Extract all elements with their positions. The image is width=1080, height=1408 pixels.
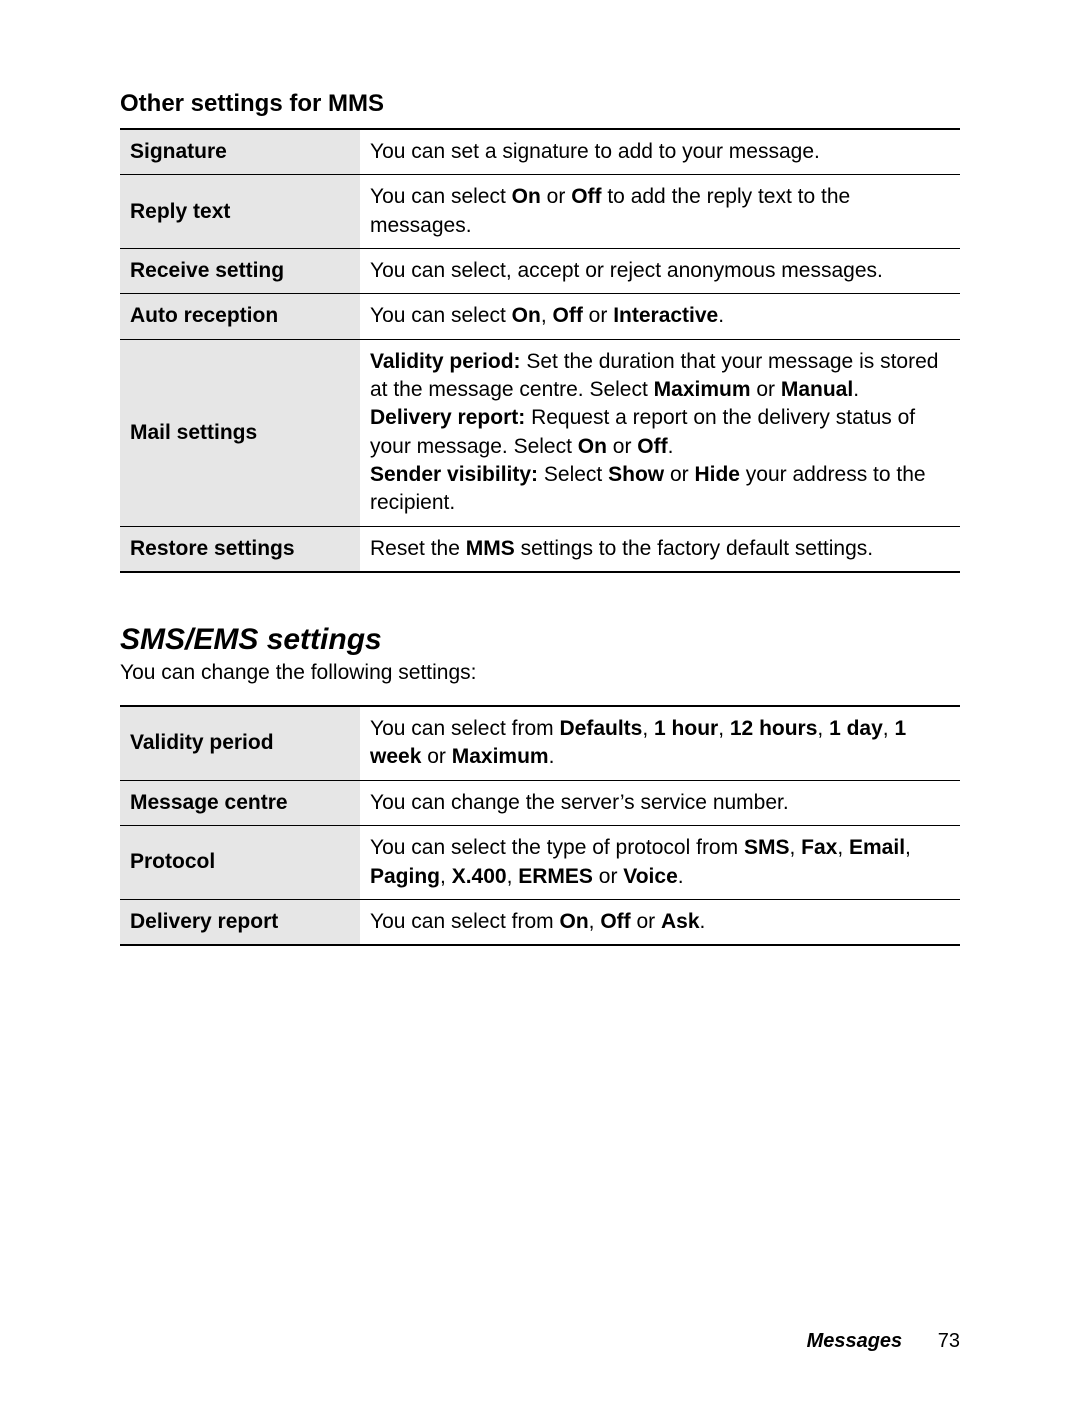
setting-label: Protocol <box>120 826 360 900</box>
sms-setting-row: ProtocolYou can select the type of proto… <box>120 826 960 900</box>
setting-label: Signature <box>120 129 360 175</box>
footer-page-number: 73 <box>938 1330 960 1352</box>
setting-description: You can change the server’s service numb… <box>360 780 960 825</box>
mms-setting-row: Restore settingsReset the MMS settings t… <box>120 526 960 572</box>
mms-setting-row: Auto receptionYou can select On, Off or … <box>120 294 960 339</box>
setting-description: You can set a signature to add to your m… <box>360 129 960 175</box>
setting-label: Mail settings <box>120 339 360 526</box>
setting-label: Receive setting <box>120 249 360 294</box>
sms-setting-row: Validity periodYou can select from Defau… <box>120 706 960 780</box>
setting-description: You can select the type of protocol from… <box>360 826 960 900</box>
setting-description: Validity period: Set the duration that y… <box>360 339 960 526</box>
setting-description: You can select, accept or reject anonymo… <box>360 249 960 294</box>
setting-description: You can select from Defaults, 1 hour, 12… <box>360 706 960 780</box>
mms-other-settings-title: Other settings for MMS <box>120 90 960 118</box>
setting-description: Reset the MMS settings to the factory de… <box>360 526 960 572</box>
sms-setting-row: Delivery reportYou can select from On, O… <box>120 899 960 945</box>
setting-label: Message centre <box>120 780 360 825</box>
mms-setting-row: Receive settingYou can select, accept or… <box>120 249 960 294</box>
setting-description: You can select On, Off or Interactive. <box>360 294 960 339</box>
setting-description: You can select from On, Off or Ask. <box>360 899 960 945</box>
footer-section-name: Messages <box>807 1330 903 1352</box>
setting-label: Auto reception <box>120 294 360 339</box>
setting-label: Reply text <box>120 175 360 249</box>
sms-settings-table: Validity periodYou can select from Defau… <box>120 705 960 946</box>
sms-ems-intro: You can change the following settings: <box>120 661 960 685</box>
mms-setting-row: SignatureYou can set a signature to add … <box>120 129 960 175</box>
mms-setting-row: Mail settingsValidity period: Set the du… <box>120 339 960 526</box>
mms-setting-row: Reply textYou can select On or Off to ad… <box>120 175 960 249</box>
document-page: Other settings for MMS SignatureYou can … <box>0 0 1080 1408</box>
mms-settings-table: SignatureYou can set a signature to add … <box>120 128 960 573</box>
sms-ems-heading: SMS/EMS settings <box>120 623 960 657</box>
sms-setting-row: Message centreYou can change the server’… <box>120 780 960 825</box>
page-footer: Messages 73 <box>807 1330 960 1353</box>
setting-label: Validity period <box>120 706 360 780</box>
setting-label: Delivery report <box>120 899 360 945</box>
setting-description: You can select On or Off to add the repl… <box>360 175 960 249</box>
setting-label: Restore settings <box>120 526 360 572</box>
